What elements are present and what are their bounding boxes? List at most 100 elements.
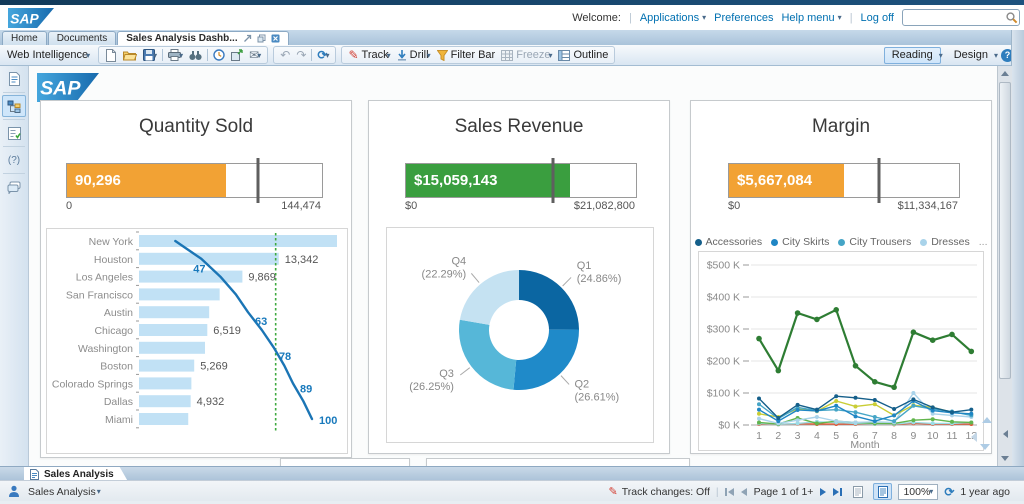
donut-slice-q2[interactable] — [513, 329, 579, 390]
find-button[interactable] — [186, 48, 205, 63]
quarter-donut-chart[interactable]: Q1(24.86%) Q2(26.61%) Q3(26.25%) Q4(22.29%) — [387, 228, 651, 440]
help-icon[interactable]: ? — [1000, 48, 1014, 62]
comments-button[interactable] — [2, 176, 26, 198]
last-page-button[interactable] — [833, 487, 843, 496]
pareto-bar[interactable] — [139, 341, 205, 354]
history-button[interactable] — [210, 48, 228, 63]
data-point[interactable] — [929, 337, 936, 343]
scroll-up-button[interactable] — [998, 66, 1012, 80]
pin-tab-icon[interactable] — [243, 34, 252, 43]
new-document-button[interactable] — [102, 48, 120, 63]
preferences-link[interactable]: Preferences — [714, 11, 774, 24]
data-point[interactable] — [911, 418, 916, 423]
undock-tab-icon[interactable] — [257, 34, 266, 43]
revenue-bullet-chart[interactable]: $15,059,143 — [405, 158, 637, 203]
data-point[interactable] — [969, 407, 974, 412]
track-changes-status[interactable]: ✎ Track changes: Off — [608, 485, 710, 498]
data-point[interactable] — [814, 407, 819, 412]
refresh-button[interactable]: ⟳ ▾ — [314, 48, 332, 63]
pareto-bar[interactable] — [139, 235, 337, 247]
data-point[interactable] — [930, 405, 935, 410]
data-point[interactable] — [833, 307, 839, 313]
quantity-bullet-chart[interactable]: 90,296 — [66, 158, 323, 203]
data-point[interactable] — [872, 402, 877, 407]
data-point[interactable] — [776, 419, 781, 424]
undo-button[interactable]: ↶ — [277, 48, 293, 63]
data-point[interactable] — [776, 415, 781, 420]
data-point[interactable] — [930, 417, 935, 422]
report-tab-sales-analysis[interactable]: Sales Analysis — [24, 467, 128, 481]
data-point[interactable] — [853, 404, 858, 409]
donut-slice-q4[interactable] — [459, 270, 520, 325]
data-point[interactable] — [756, 335, 762, 342]
margin-bullet-chart[interactable]: $5,667,084 — [728, 158, 960, 203]
pareto-chart[interactable]: New York Houston 13,342 Los Angeles 9,869 San… — [47, 229, 345, 451]
legend-item[interactable]: City Skirts — [771, 236, 829, 248]
save-button[interactable]: ▾ — [140, 48, 160, 63]
data-point[interactable] — [911, 403, 916, 408]
tab-active-document[interactable]: Sales Analysis Dashb... — [117, 31, 289, 45]
data-point[interactable] — [930, 421, 935, 426]
scroll-down-button[interactable] — [998, 452, 1012, 466]
search-input[interactable] — [902, 9, 1020, 26]
next-page-button[interactable] — [820, 487, 827, 496]
pareto-bar[interactable] — [139, 395, 191, 408]
pareto-bar[interactable] — [139, 270, 243, 283]
export-button[interactable] — [228, 48, 246, 63]
data-point[interactable] — [891, 384, 897, 391]
data-point[interactable] — [872, 379, 878, 385]
tab-home[interactable]: Home — [2, 31, 47, 45]
pareto-bar[interactable] — [139, 377, 192, 390]
pareto-bar[interactable] — [139, 252, 279, 265]
chart-scroll-left-icon[interactable] — [971, 432, 977, 442]
legend-item[interactable]: Dresses — [920, 236, 970, 248]
data-point[interactable] — [795, 407, 800, 412]
data-point[interactable] — [795, 402, 800, 407]
data-point[interactable] — [872, 419, 877, 424]
redo-button[interactable]: ↷ — [293, 48, 309, 63]
data-point[interactable] — [757, 420, 761, 425]
donut-slice-q1[interactable] — [519, 270, 579, 330]
data-point[interactable] — [892, 419, 897, 424]
applications-menu[interactable]: Applications — [639, 11, 700, 24]
legend-item[interactable]: Accessories — [694, 236, 762, 248]
data-point[interactable] — [853, 414, 858, 419]
legend-item[interactable]: City Trousers — [838, 236, 911, 248]
data-point[interactable] — [794, 310, 801, 316]
pareto-bar[interactable] — [139, 324, 208, 336]
data-point[interactable] — [757, 402, 761, 407]
print-button[interactable]: ▾ — [165, 48, 186, 63]
previous-page-button[interactable] — [740, 487, 747, 496]
freeze-button[interactable]: Freeze ▾ — [498, 48, 555, 63]
document-summary-button[interactable] — [2, 68, 26, 90]
tab-documents[interactable]: Documents — [47, 31, 117, 45]
pareto-bar[interactable] — [139, 288, 220, 301]
data-point[interactable] — [872, 398, 877, 403]
data-point[interactable] — [757, 407, 761, 412]
send-button[interactable]: ✉ ▾ — [246, 48, 264, 63]
data-point[interactable] — [910, 329, 917, 335]
close-tab-icon[interactable] — [271, 34, 280, 43]
pareto-bar[interactable] — [139, 359, 195, 372]
pareto-bar[interactable] — [139, 306, 210, 319]
chart-scroll-up-icon[interactable] — [982, 417, 992, 423]
refresh-icon[interactable]: ⟳ — [944, 484, 955, 499]
data-point[interactable] — [795, 418, 800, 423]
open-button[interactable] — [120, 48, 140, 63]
help-panel-button[interactable]: (?) — [2, 149, 26, 171]
data-point[interactable] — [968, 348, 975, 355]
data-point[interactable] — [853, 395, 858, 400]
filter-bar-button[interactable]: Filter Bar — [434, 48, 499, 63]
vertical-scrollbar[interactable] — [997, 66, 1012, 466]
track-button[interactable]: ✎ Track ▾ — [348, 48, 391, 62]
pareto-bar[interactable] — [139, 413, 189, 425]
data-point[interactable] — [834, 403, 839, 408]
donut-slice-q3[interactable] — [459, 319, 517, 390]
collapse-panel-button[interactable] — [1002, 430, 1008, 438]
data-point[interactable] — [834, 419, 839, 424]
data-point[interactable] — [969, 420, 974, 425]
page-mode-button[interactable] — [848, 483, 867, 500]
data-point[interactable] — [852, 363, 859, 369]
data-point[interactable] — [834, 399, 839, 403]
data-point[interactable] — [834, 394, 839, 399]
